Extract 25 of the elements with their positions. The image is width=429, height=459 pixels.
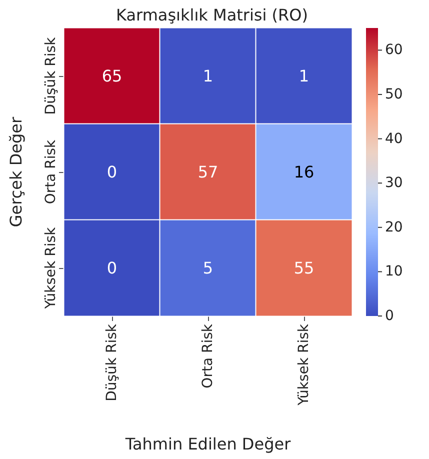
chart-title: Karmaşıklık Matrisi (RO)	[116, 6, 308, 24]
color-bar-label: 0	[385, 308, 394, 324]
x-axis-title: Tahmin Edilen Değer	[124, 434, 292, 454]
data-label: 1	[202, 66, 214, 86]
color-bar-label: 10	[385, 264, 403, 280]
color-bar-label: 40	[385, 130, 403, 147]
x-tick-label: Yüksek Risk	[296, 323, 312, 406]
y-tick-label: Orta Risk	[43, 138, 59, 204]
x-tick-label: Düşük Risk	[104, 323, 120, 402]
data-label: 57	[198, 162, 218, 182]
color-bar-label: 30	[385, 175, 403, 192]
y-axis-title: Gerçek Değer	[6, 116, 26, 228]
data-label: 5	[202, 258, 214, 278]
x-tick-label: Orta Risk	[200, 323, 216, 388]
data-label: 16	[294, 162, 314, 182]
data-label: 0	[106, 162, 118, 182]
data-label: 55	[294, 258, 314, 278]
color-bar-label: 60	[385, 42, 403, 58]
color-bar-label: 20	[385, 219, 403, 236]
data-label: 0	[106, 258, 118, 278]
data-label: 1	[298, 66, 310, 86]
y-tick-label: Yüksek Risk	[43, 226, 59, 310]
color-bar-label: 50	[385, 86, 403, 102]
data-label: 65	[102, 66, 122, 86]
y-tick-label: Düşük Risk	[43, 36, 59, 115]
